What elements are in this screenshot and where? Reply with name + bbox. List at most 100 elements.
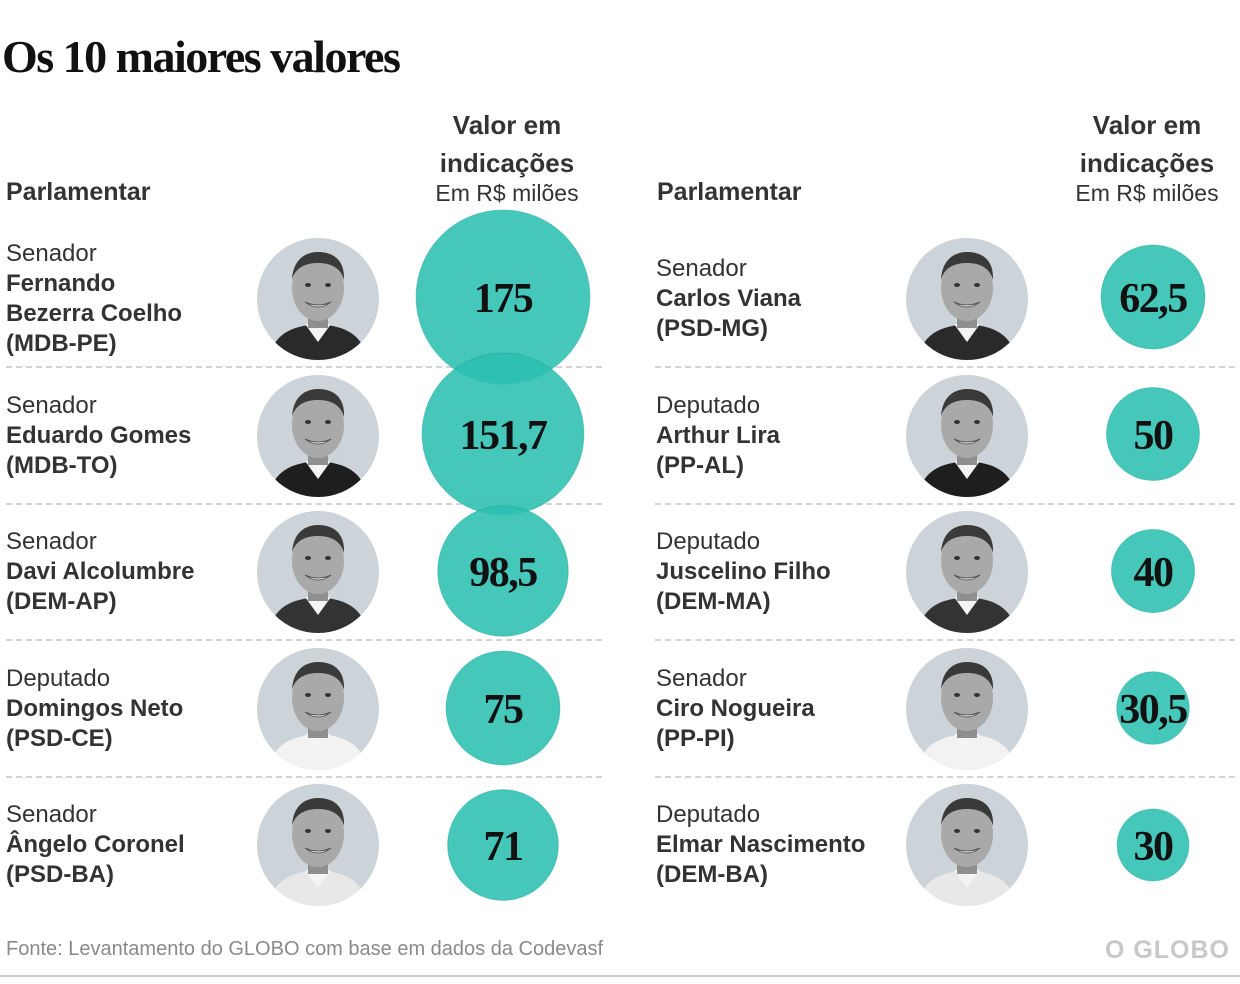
- parlamentar-party: (PSD-CE): [6, 724, 113, 752]
- value-bubble: [1116, 671, 1190, 745]
- o-globo-logo: O GLOBO: [1104, 936, 1230, 964]
- header-value-line1: Valor em: [1092, 110, 1202, 140]
- parlamentar-role: Senador: [6, 391, 97, 419]
- parlamentar-name-line: Ciro Nogueira: [656, 694, 815, 722]
- row-divider: [655, 366, 1235, 368]
- header-value-unit: Em R$ milões: [435, 180, 579, 206]
- portrait-icon: [269, 388, 367, 497]
- avatar: [906, 237, 1028, 360]
- portrait-icon: [918, 797, 1016, 906]
- parlamentar-role: Deputado: [656, 800, 761, 828]
- parlamentar-name: Senador Davi Alcolumbre (DEM-AP): [6, 527, 195, 617]
- portrait-icon: [918, 661, 1016, 770]
- value-label: 98,5: [469, 550, 537, 596]
- table-row: Senador Fernando Bezerra Coelho (MDB-PE): [6, 230, 602, 367]
- portrait-icon: [918, 388, 1016, 497]
- table-row: Senador Ciro Nogueira (PP-PI): [656, 640, 1236, 777]
- portrait-icon: [269, 251, 367, 360]
- parlamentar-name: Senador Ângelo Coronel (PSD-BA): [6, 800, 185, 890]
- value-bubble: [437, 505, 569, 637]
- value-bubble: [1106, 387, 1200, 481]
- parlamentar-name-line: Bezerra Coelho: [6, 299, 183, 327]
- row-divider: [655, 503, 1235, 505]
- value-label: 75: [484, 687, 524, 733]
- value-label: 62,5: [1119, 276, 1187, 322]
- value-bubble: [1116, 808, 1190, 882]
- header-value-line2: indicações: [1079, 148, 1215, 178]
- table-row: Deputado Elmar Nascimento (DEM-BA): [656, 776, 1236, 913]
- row-divider: [655, 776, 1235, 778]
- parlamentar-role: Senador: [6, 239, 97, 267]
- row-divider: [6, 503, 602, 505]
- avatar: [257, 237, 379, 360]
- value-label: 71: [484, 824, 523, 870]
- chart-title: Os 10 maiores valores: [2, 31, 401, 82]
- header-value-line1: Valor em: [452, 110, 562, 140]
- parlamentar-party: (PSD-MG): [656, 314, 768, 342]
- value-label: 50: [1134, 413, 1174, 459]
- parlamentar-party: (MDB-TO): [6, 451, 118, 479]
- parlamentar-name-line: Eduardo Gomes: [6, 421, 192, 449]
- parlamentar-party: (PP-AL): [656, 451, 744, 479]
- table-row: Senador Eduardo Gomes (MDB-TO): [6, 367, 602, 504]
- parlamentar-party: (DEM-BA): [656, 860, 768, 888]
- header-value-left: Valor em indicações Em R$ milões: [392, 106, 622, 206]
- avatar: [906, 647, 1028, 770]
- table-row: Deputado Juscelino Filho (DEM-MA): [656, 503, 1236, 640]
- parlamentar-role: Senador: [6, 800, 97, 828]
- avatar: [257, 374, 379, 497]
- parlamentar-name: Deputado Elmar Nascimento (DEM-BA): [656, 800, 865, 890]
- portrait-icon: [269, 524, 367, 633]
- header-value-line2: indicações: [439, 148, 575, 178]
- parlamentar-name: Senador Eduardo Gomes (MDB-TO): [6, 391, 191, 481]
- value-label: 40: [1134, 550, 1174, 596]
- parlamentar-name-line: Davi Alcolumbre: [6, 557, 195, 585]
- row-divider: [6, 776, 602, 778]
- avatar: [906, 783, 1028, 906]
- parlamentar-party: (DEM-AP): [6, 587, 117, 615]
- row-divider: [6, 366, 602, 368]
- parlamentar-name: Senador Fernando Bezerra Coelho (MDB-PE): [6, 239, 182, 359]
- table-row: Deputado Arthur Lira (PP-AL): [656, 367, 1236, 504]
- portrait-icon: [269, 797, 367, 906]
- parlamentar-name-line: Fernando: [6, 269, 116, 297]
- table-row: Senador Ângelo Coronel (PSD-BA): [6, 776, 602, 913]
- parlamentar-name-line: Elmar Nascimento: [656, 830, 866, 858]
- value-bubble: [1110, 528, 1196, 614]
- value-bubble: [1100, 244, 1206, 350]
- avatar: [257, 647, 379, 770]
- value-label: 175: [474, 276, 533, 322]
- table-row: Deputado Domingos Neto (PSD-CE): [6, 640, 602, 777]
- avatar: [257, 783, 379, 906]
- parlamentar-party: (PSD-BA): [6, 860, 114, 888]
- value-label: 30,5: [1119, 687, 1187, 733]
- parlamentar-role: Deputado: [656, 391, 761, 419]
- value-label: 151,7: [460, 413, 548, 459]
- portrait-icon: [269, 661, 367, 770]
- parlamentar-party: (MDB-PE): [6, 329, 117, 357]
- parlamentar-name-line: Ângelo Coronel: [6, 830, 185, 858]
- row-divider: [6, 639, 602, 641]
- footer-divider: [0, 975, 1240, 977]
- parlamentar-role: Deputado: [656, 527, 761, 555]
- avatar: [906, 374, 1028, 497]
- header-parlamentar-left: Parlamentar: [6, 178, 151, 206]
- parlamentar-name: Deputado Juscelino Filho (DEM-MA): [656, 527, 831, 617]
- avatar: [906, 510, 1028, 633]
- parlamentar-party: (PP-PI): [656, 724, 735, 752]
- table-row: Senador Carlos Viana (PSD-MG): [656, 230, 1236, 367]
- table-row: Senador Davi Alcolumbre (DEM-AP): [6, 503, 602, 640]
- header-parlamentar-right: Parlamentar: [657, 178, 802, 206]
- parlamentar-name: Deputado Domingos Neto (PSD-CE): [6, 664, 183, 754]
- value-bubble: [445, 650, 561, 766]
- header-value-unit: Em R$ milões: [1075, 180, 1219, 206]
- parlamentar-name: Senador Ciro Nogueira (PP-PI): [656, 664, 815, 754]
- header-value-right: Valor em indicações Em R$ milões: [1032, 106, 1240, 206]
- parlamentar-role: Senador: [656, 664, 747, 692]
- avatar: [257, 510, 379, 633]
- portrait-icon: [918, 524, 1016, 633]
- parlamentar-name: Senador Carlos Viana (PSD-MG): [656, 254, 801, 344]
- parlamentar-party: (DEM-MA): [656, 587, 771, 615]
- parlamentar-name-line: Domingos Neto: [6, 694, 184, 722]
